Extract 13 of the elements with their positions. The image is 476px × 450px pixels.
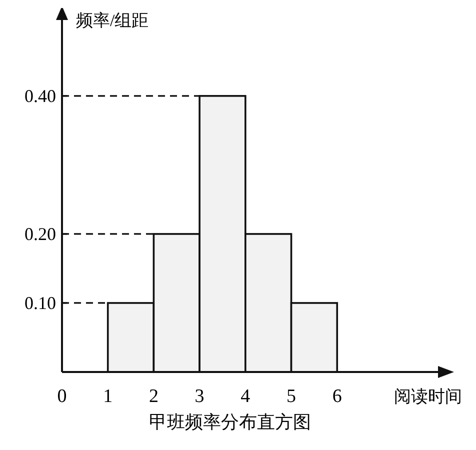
x-tick-label: 0	[57, 386, 67, 407]
x-tick-label: 5	[286, 386, 296, 407]
x-tick-label: 4	[240, 386, 251, 407]
y-tick-label: 0.40	[24, 86, 56, 106]
x-tick-label: 6	[332, 386, 342, 407]
x-axis-title: 阅读时间	[394, 387, 462, 406]
y-tick-label: 0.20	[24, 224, 56, 244]
y-tick-label: 0.10	[24, 292, 56, 313]
text: 甲班频率分布直方图	[149, 412, 311, 432]
y-axis-title: 频率/组距	[76, 11, 149, 30]
x-tick-label: 1	[103, 386, 113, 407]
x-tick-label: 2	[148, 386, 158, 407]
x-tick-label: 3	[194, 386, 204, 407]
